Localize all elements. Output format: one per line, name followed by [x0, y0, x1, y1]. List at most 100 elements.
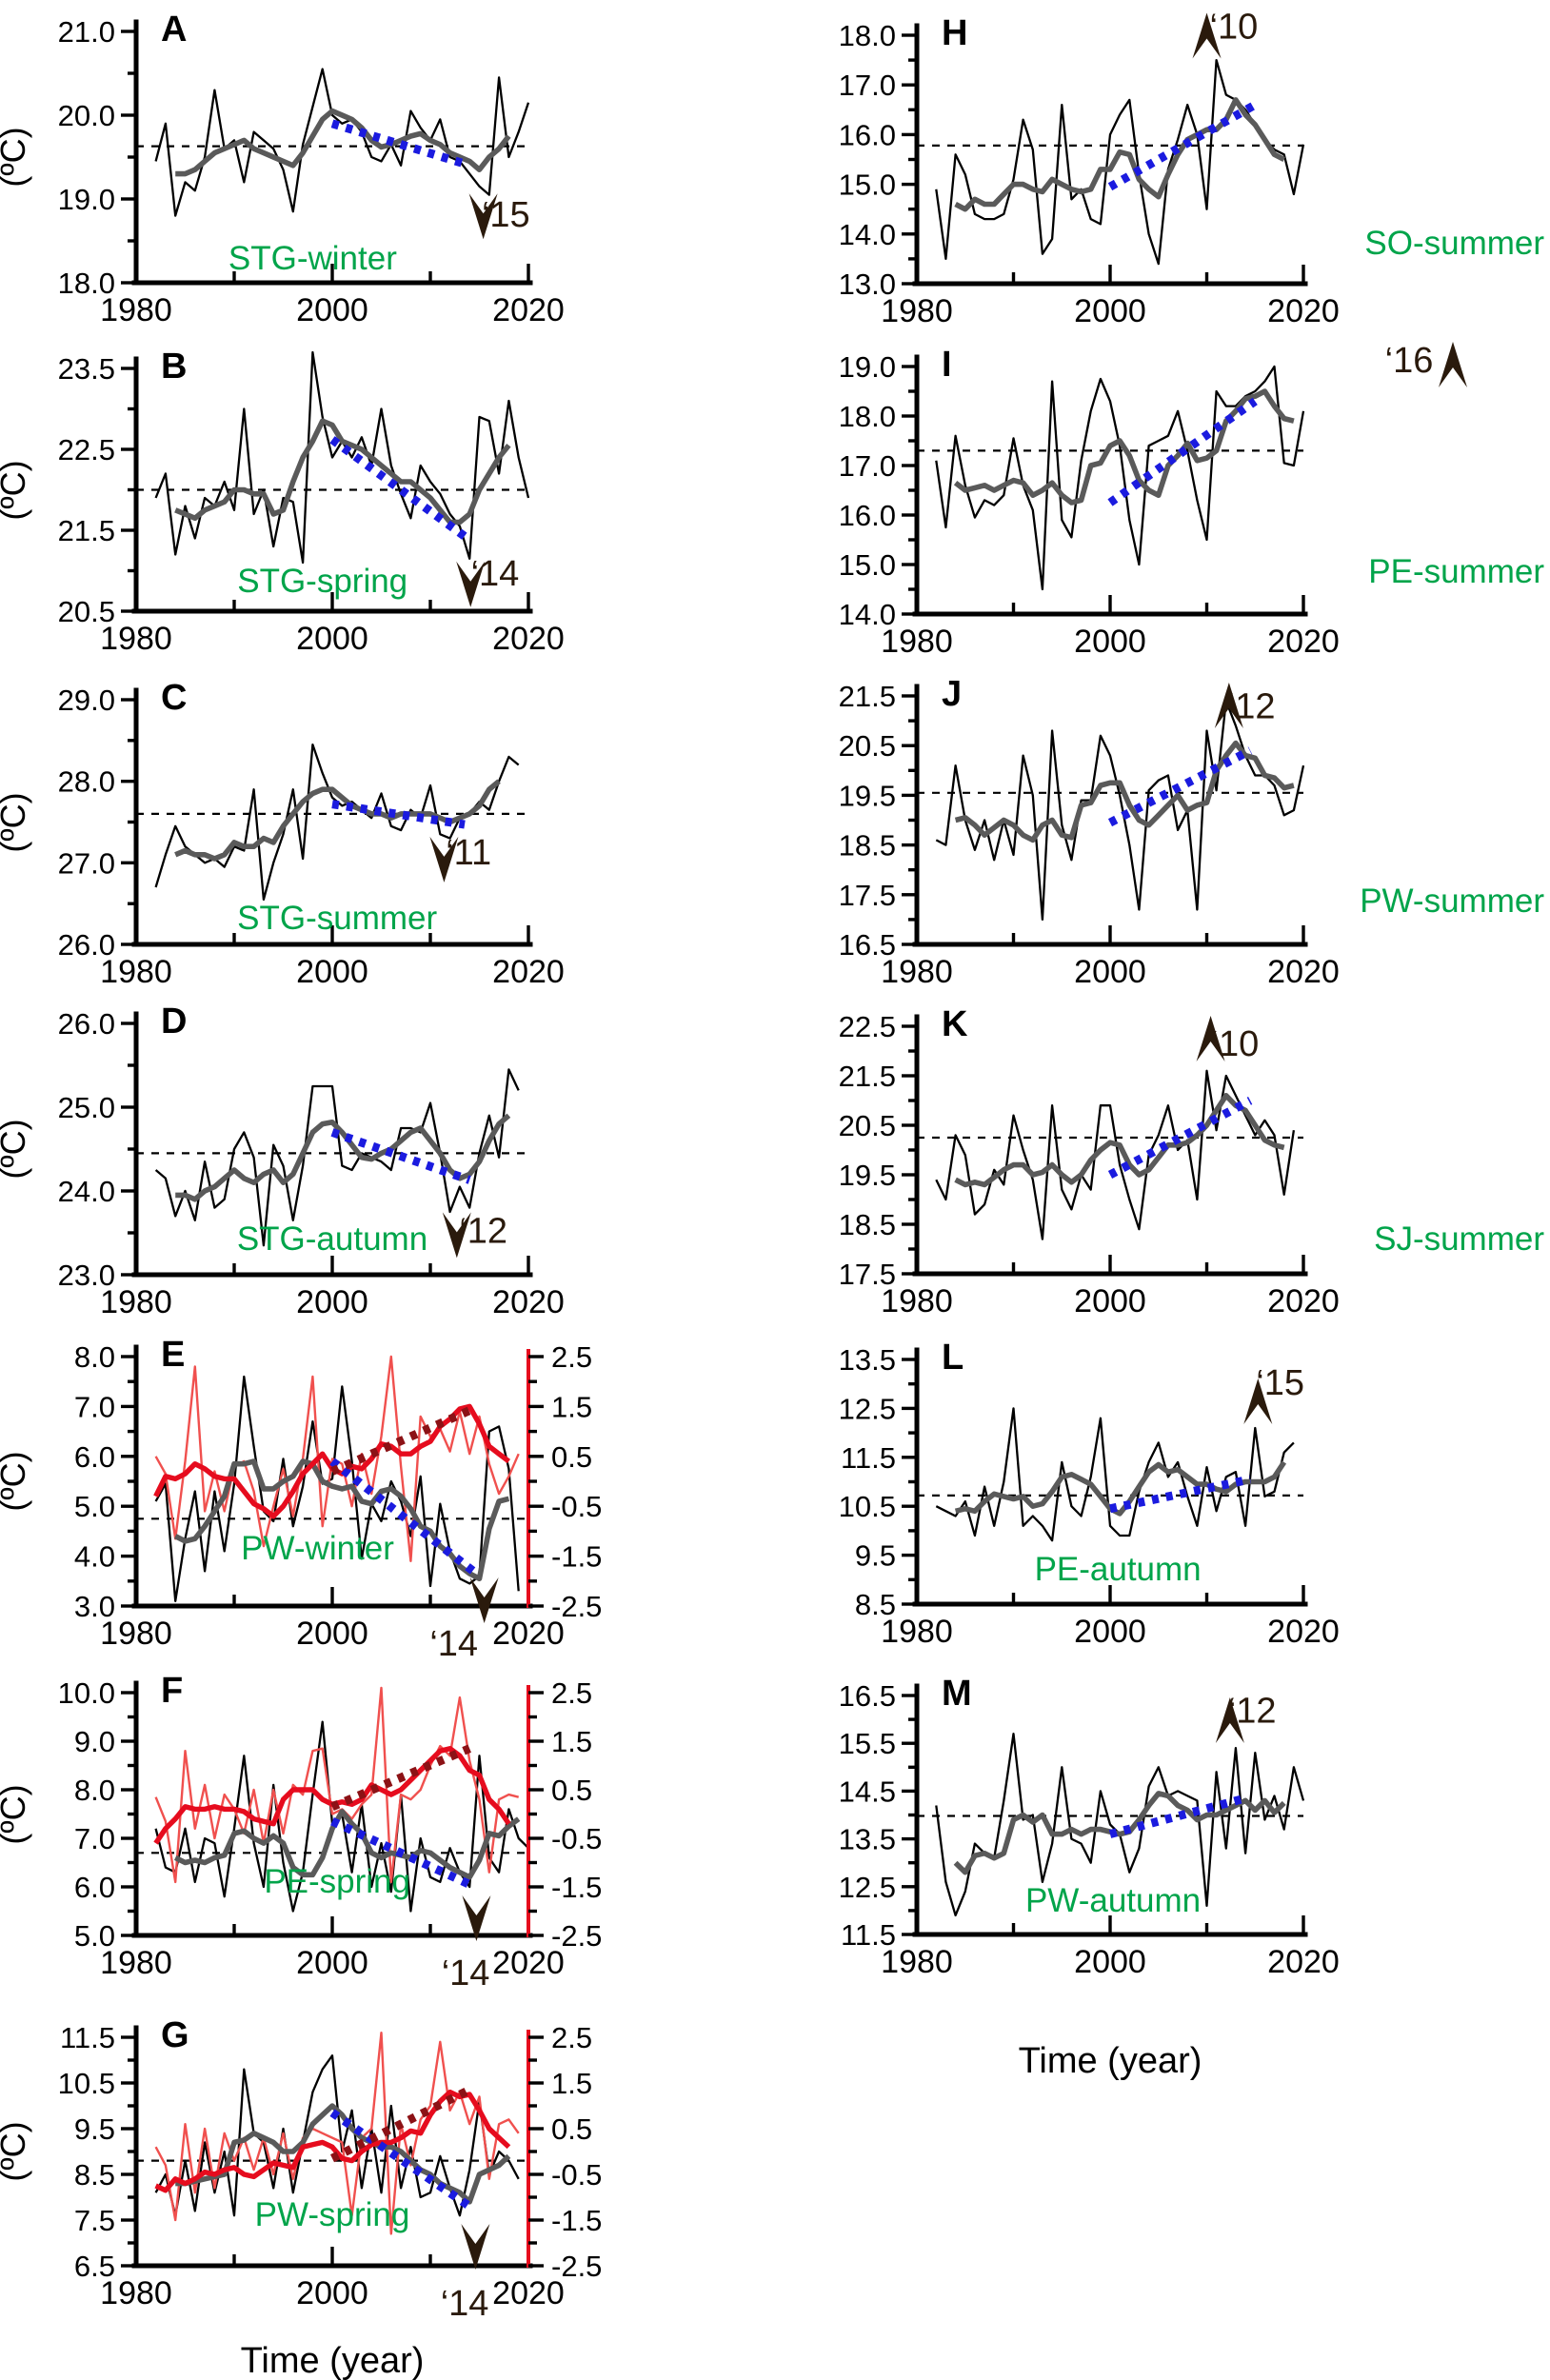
down-arrow-icon — [442, 1212, 471, 1259]
smoothed-series-line — [174, 418, 511, 526]
panel-G: 6.5 7.5 8.5 9.5 10.5 11.5 1980 2000 2020 -2.5 -1.5… — [0, 2015, 775, 2380]
y-tick-label: 28.0 — [58, 765, 115, 799]
x-tick-label: 1980 — [100, 1284, 172, 1320]
annual-series-line — [935, 1407, 1295, 1542]
y-tick-label: 21.5 — [58, 514, 115, 547]
y-tick-label: 7.0 — [74, 1390, 115, 1423]
right-tick-label: -2.5 — [551, 1919, 602, 1953]
panel-letter: B — [161, 347, 187, 387]
y-axis-unit-label: (ºC) — [0, 1784, 32, 1844]
down-arrow-icon — [468, 193, 498, 240]
y-tick-label: 5.0 — [74, 1490, 115, 1523]
up-arrow-icon — [1243, 1378, 1273, 1425]
panel-C-chart: 26.0 27.0 28.0 29.0 1980 2000 2020 C STG-summer (… — [0, 678, 565, 990]
right-tick-label: 0.5 — [551, 1774, 592, 1807]
y-tick-label: 10.5 — [58, 2067, 115, 2100]
y-tick-label: 21.5 — [839, 680, 896, 713]
arrow-year-label: ‘14 — [471, 554, 520, 594]
y-tick-label: 9.5 — [855, 1539, 896, 1573]
y-tick-label: 17.5 — [839, 1258, 896, 1291]
x-tick-label: 2000 — [1074, 293, 1146, 329]
site-season-label: PW-winter — [241, 1530, 394, 1567]
y-tick-label: 3.0 — [74, 1590, 115, 1623]
right-tick-label: -2.5 — [551, 1590, 602, 1623]
y-tick-label: 6.5 — [74, 2250, 115, 2283]
arrow-year-label: ‘12 — [1228, 1692, 1277, 1732]
y-axis-unit-label: (ºC) — [0, 460, 32, 520]
right-tick-label: -1.5 — [551, 2204, 602, 2237]
panel-letter: M — [942, 1674, 972, 1714]
smoothed-series-line — [175, 108, 511, 177]
panel-G-chart: 6.5 7.5 8.5 9.5 10.5 11.5 1980 2000 2020-2.5 -1.5… — [0, 2015, 602, 2380]
y-tick-label: 20.5 — [839, 729, 896, 763]
down-arrow-icon — [469, 1577, 499, 1623]
panel-E: 3.0 4.0 5.0 6.0 7.0 8.0 1980 2000 2020 -2.5 -1.5 -0… — [0, 1335, 775, 1690]
y-tick-label: 20.5 — [839, 1109, 896, 1142]
site-season-label: PE-autumn — [1035, 1551, 1202, 1588]
y-axis-unit-label: (ºC) — [0, 1119, 32, 1179]
site-season-label: STG-spring — [237, 563, 407, 600]
up-arrow-icon — [1439, 342, 1467, 387]
x-tick-label: 2020 — [1267, 624, 1340, 660]
annual-series-line — [154, 68, 530, 217]
smoothed-series-line — [173, 1809, 521, 1880]
smoothed-series-line — [954, 1460, 1287, 1517]
right-tick-label: -0.5 — [551, 2158, 602, 2192]
x-tick-label: 1980 — [881, 1283, 953, 1319]
panel-letter: F — [161, 1671, 183, 1711]
y-axis-unit-label: (ºC) — [0, 1451, 32, 1511]
x-tick-label: 2020 — [1267, 1944, 1340, 1980]
x-axis-label: Time (year) — [241, 2341, 425, 2380]
x-tick-label: 1980 — [881, 624, 953, 660]
annual-series-line — [154, 1375, 520, 1602]
y-tick-label: 26.0 — [58, 928, 115, 962]
y-tick-label: 19.5 — [839, 779, 896, 812]
panel-H: 13.0 14.0 15.0 16.0 17.0 18.0 1980 2000 2020 H SO-… — [775, 0, 1550, 338]
panel-L: 8.5 9.5 10.5 11.5 12.5 13.5 1980 2000 2020 L PE-au… — [775, 1338, 1550, 1690]
right-tick-label: -0.5 — [551, 1822, 602, 1855]
panel-M-chart: 11.5 12.5 13.5 14.5 15.5 16.5 1980 2000 2020 M PW-… — [839, 1674, 1340, 2081]
panel-letter: H — [942, 13, 967, 53]
x-tick-label: 2020 — [1267, 954, 1340, 990]
y-tick-label: 26.0 — [58, 1007, 115, 1041]
panel-letter: L — [942, 1338, 964, 1378]
arrow-year-label: ‘16 — [1385, 341, 1434, 381]
arrow-year-label: ‘15 — [1256, 1363, 1304, 1403]
x-tick-label: 2000 — [296, 621, 368, 657]
panel-L-chart: 8.5 9.5 10.5 11.5 12.5 13.5 1980 2000 2020 L PE-au… — [839, 1338, 1340, 1650]
y-tick-label: 27.0 — [58, 846, 115, 880]
panel-A-chart: 18.0 19.0 20.0 21.0 1980 2000 2020 A STG-winter (… — [0, 10, 565, 328]
x-tick-label: 1980 — [881, 1944, 953, 1980]
x-tick-label: 2000 — [1074, 1614, 1146, 1650]
panel-letter: J — [942, 674, 962, 714]
panel-letter: I — [942, 345, 952, 385]
blue-trend-line — [330, 1128, 471, 1184]
arrow-year-label: ‘10 — [1211, 1024, 1260, 1064]
y-tick-label: 22.5 — [58, 433, 115, 466]
y-tick-label: 12.5 — [839, 1392, 896, 1425]
blue-trend-line — [1109, 1475, 1252, 1514]
darkred-trend-line — [330, 1406, 472, 1476]
y-tick-label: 17.5 — [839, 879, 896, 912]
y-tick-label: 7.5 — [74, 2204, 115, 2237]
blue-trend-line — [1107, 397, 1258, 506]
smoothed-series-line — [175, 2103, 511, 2205]
site-season-label: PW-summer — [1360, 883, 1544, 920]
panel-E-chart: 3.0 4.0 5.0 6.0 7.0 8.0 1980 2000 2020-2.5 -1.5 -0… — [0, 1335, 602, 1664]
panel-I: 14.0 15.0 16.0 17.0 18.0 19.0 1980 2000 2020 I PE-… — [775, 338, 1550, 676]
panel-D-chart: 23.0 24.0 25.0 26.0 1980 2000 2020 D STG-autumn (… — [0, 1002, 565, 1320]
right-tick-label: 1.5 — [551, 2067, 592, 2100]
annual-series-line — [154, 2054, 520, 2217]
y-tick-label: 20.0 — [58, 99, 115, 132]
darkred-trend-line — [329, 2086, 472, 2163]
darkred-trend-line — [330, 1744, 471, 1811]
right-tick-label: 2.5 — [551, 2021, 592, 2054]
y-tick-label: 22.5 — [839, 1010, 896, 1043]
right-tick-label: 0.5 — [551, 2112, 592, 2146]
site-season-label: SJ-summer — [1374, 1220, 1544, 1258]
y-tick-label: 11.5 — [841, 1918, 896, 1952]
y-tick-label: 8.5 — [74, 2158, 115, 2192]
y-tick-label: 4.0 — [74, 1540, 115, 1574]
y-tick-label: 9.5 — [74, 2112, 115, 2146]
